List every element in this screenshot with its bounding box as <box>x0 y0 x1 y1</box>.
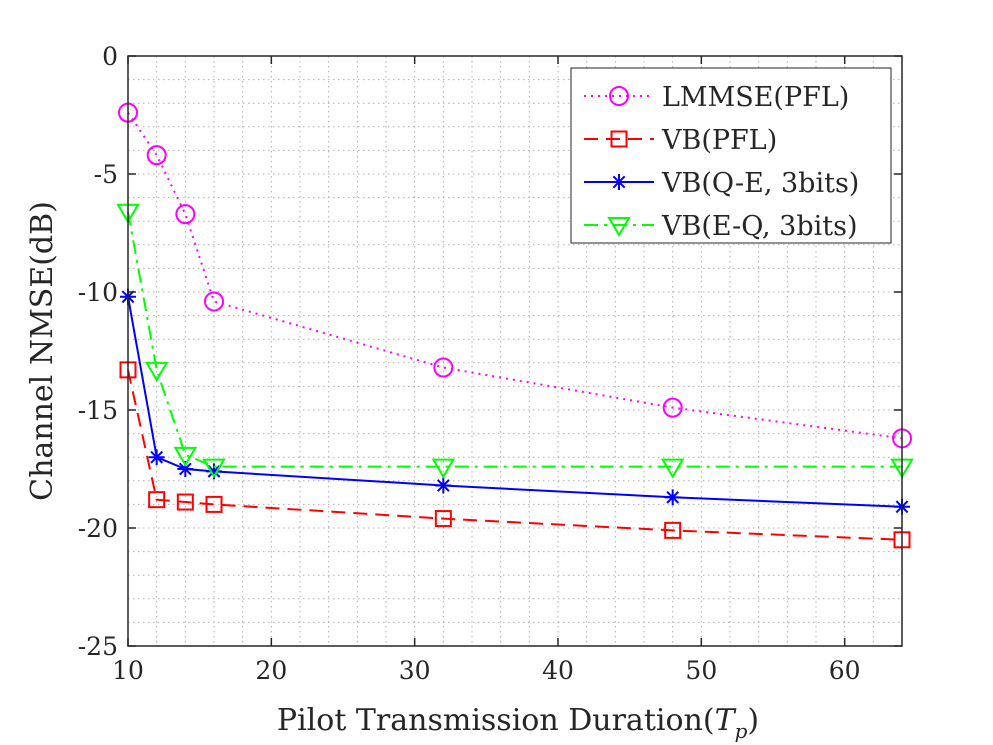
data-point <box>204 291 224 312</box>
data-point <box>146 145 167 166</box>
data-point <box>175 204 196 225</box>
x-axis-label-close: ) <box>747 703 759 738</box>
legend-marker <box>611 174 627 190</box>
x-tick-label: 60 <box>829 656 861 685</box>
x-axis-label-text: Pilot Transmission Duration( <box>277 703 715 738</box>
y-tick-label: -10 <box>78 278 118 307</box>
data-point <box>148 449 165 466</box>
legend-entry-3: VB(Q-E, 3bits) <box>584 168 859 199</box>
legend-label: VB(Q-E, 3bits) <box>661 168 859 199</box>
data-point <box>173 446 198 467</box>
data-point <box>433 357 454 378</box>
x-axis-label: Pilot Transmission Duration(Tp) <box>277 703 759 743</box>
data-point <box>431 458 456 479</box>
legend-box <box>570 67 892 244</box>
data-point <box>434 510 452 528</box>
series-3 <box>120 288 910 515</box>
data-point <box>205 495 223 513</box>
y-tick-label: -20 <box>78 514 118 543</box>
legend-label: VB(E-Q, 3bits) <box>661 211 858 242</box>
y-tick-label: 0 <box>102 42 118 71</box>
data-point <box>435 477 452 494</box>
data-point <box>662 397 683 418</box>
y-tick-label: -5 <box>94 160 118 189</box>
data-point <box>664 521 682 539</box>
data-point <box>206 463 222 480</box>
x-tick-label: 50 <box>685 656 717 685</box>
x-tick-label: 20 <box>255 656 287 685</box>
legend-label: LMMSE(PFL) <box>662 82 849 113</box>
legend: LMMSE(PFL) VB(PFL) VB(Q-E, 3bits) VB(E-Q, 3… <box>570 67 892 244</box>
legend-marker <box>609 86 629 106</box>
series-line <box>127 112 903 440</box>
y-axis-label: Channel NMSE(dB) <box>25 201 60 501</box>
data-point <box>664 489 681 506</box>
y-tick-label: -25 <box>78 632 118 661</box>
series-group <box>116 102 914 549</box>
legend-entry-2: VB(PFL) <box>584 125 777 156</box>
axis-ticks: 10 20 30 40 50 60 0 -5 -10 -15 -20 -25 <box>78 42 902 685</box>
plot-frame <box>127 55 903 647</box>
series-2 <box>119 361 911 549</box>
series-4 <box>116 203 914 479</box>
x-axis-label-subscript: p <box>735 719 748 743</box>
legend-marker <box>610 130 628 148</box>
x-axis-label-symbol: T <box>715 703 737 738</box>
series-1 <box>118 102 912 449</box>
series-line <box>127 211 902 468</box>
legend-marker <box>607 217 631 237</box>
data-point <box>148 491 166 509</box>
x-tick-label: 30 <box>399 656 431 685</box>
legend-label: VB(PFL) <box>661 125 777 156</box>
data-point <box>202 458 226 479</box>
legend-entry-1: LMMSE(PFL) <box>584 82 849 113</box>
y-tick-label: -15 <box>78 396 118 425</box>
legend-entry-4: VB(E-Q, 3bits) <box>584 211 858 242</box>
data-point <box>660 458 685 479</box>
data-point <box>176 493 194 511</box>
data-point <box>144 361 169 382</box>
series-line <box>127 369 903 541</box>
x-tick-label: 10 <box>112 656 144 685</box>
x-tick-label: 40 <box>542 656 574 685</box>
data-point <box>177 461 194 477</box>
